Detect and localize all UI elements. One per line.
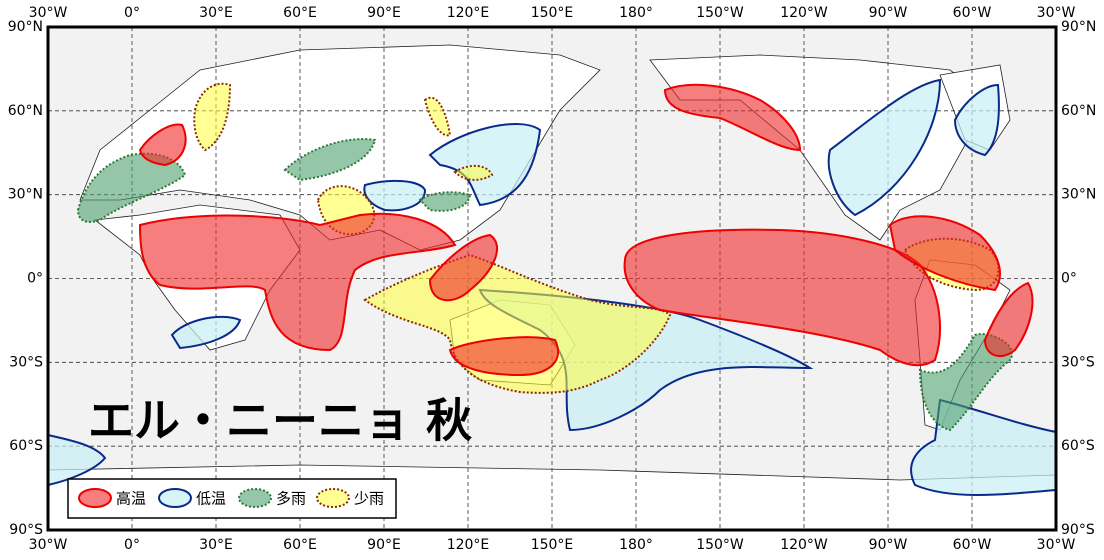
- legend-swatch: [238, 488, 272, 508]
- longitude-label: 30°W: [29, 537, 68, 553]
- cold-region: [428, 123, 542, 207]
- longitude-label: 0°: [124, 537, 140, 553]
- cold-region: [827, 78, 942, 217]
- legend-label: 少雨: [354, 490, 384, 508]
- latitude-label: 0°: [1061, 271, 1077, 287]
- longitude-label: 120°E: [447, 537, 490, 553]
- longitude-label: 90°W: [869, 5, 908, 21]
- longitude-label: 150°E: [531, 5, 574, 21]
- longitude-label: 60°E: [283, 537, 317, 553]
- dry-region: [453, 164, 494, 181]
- cold-region: [47, 433, 107, 487]
- wet-region: [76, 152, 187, 223]
- warm-region: [138, 212, 457, 352]
- wet-region: [283, 138, 377, 182]
- legend-label: 多雨: [276, 490, 306, 508]
- warm-region: [428, 233, 499, 302]
- longitude-label: 30°W: [29, 5, 68, 21]
- legend-swatch: [316, 488, 350, 508]
- longitude-label: 180°: [619, 537, 653, 553]
- longitude-label: 30°W: [1037, 5, 1076, 21]
- latitude-label: 30°S: [9, 354, 43, 370]
- latitude-label: 60°S: [1061, 438, 1095, 454]
- latitude-label: 90°N: [8, 19, 43, 35]
- longitude-label: 0°: [124, 5, 140, 21]
- longitude-label: 90°E: [367, 5, 401, 21]
- legend-swatch: [158, 488, 192, 508]
- warm-region: [888, 215, 1001, 292]
- longitude-label: 180°: [619, 5, 653, 21]
- latitude-label: 0°: [27, 271, 43, 287]
- latitude-label: 30°S: [1061, 354, 1095, 370]
- longitude-label: 120°E: [447, 5, 490, 21]
- latitude-label: 60°N: [1061, 103, 1096, 119]
- legend-label: 高温: [116, 490, 146, 508]
- latitude-label: 60°N: [8, 103, 43, 119]
- longitude-label: 60°W: [953, 5, 992, 21]
- cold-region: [953, 83, 1000, 157]
- longitude-label: 120°W: [780, 537, 828, 553]
- warm-region: [138, 123, 187, 167]
- longitude-label: 30°W: [1037, 537, 1076, 553]
- warm-region: [663, 83, 802, 152]
- longitude-label: 60°E: [283, 5, 317, 21]
- map-frame: [46, 25, 1058, 532]
- wet-region: [418, 191, 472, 212]
- legend: 高温 低温 多雨 少雨: [67, 478, 397, 519]
- longitude-label: 90°W: [869, 537, 908, 553]
- latitude-label: 30°N: [1061, 187, 1096, 203]
- dry-region: [193, 82, 232, 152]
- latitude-label: 60°S: [9, 438, 43, 454]
- dry-region: [423, 96, 452, 137]
- warm-region: [983, 281, 1034, 358]
- longitude-label: 150°W: [696, 5, 744, 21]
- warm-region: [448, 336, 560, 377]
- latitude-label: 90°S: [9, 522, 43, 538]
- longitude-label: 150°E: [531, 537, 574, 553]
- latitude-label: 90°S: [1061, 522, 1095, 538]
- cold-region: [170, 315, 242, 350]
- latitude-label: 30°N: [8, 187, 43, 203]
- latitude-label: 90°N: [1061, 19, 1096, 35]
- warm-region: [623, 228, 941, 367]
- longitude-label: 120°W: [780, 5, 828, 21]
- map-title: エル・ニーニョ 秋: [88, 394, 472, 448]
- longitude-label: 90°E: [367, 537, 401, 553]
- longitude-label: 60°W: [953, 537, 992, 553]
- longitude-label: 150°W: [696, 537, 744, 553]
- legend-label: 低温: [196, 490, 226, 508]
- wet-region: [918, 333, 1013, 432]
- anomaly-regions: [47, 78, 1057, 496]
- legend-swatch: [78, 488, 112, 508]
- longitude-label: 30°E: [199, 537, 233, 553]
- axis-labels: 30°W 30°W 0° 0° 30°E 30°E 60°E 60°E 90°E 90°E 120°…: [8, 5, 1097, 553]
- longitude-label: 30°E: [199, 5, 233, 21]
